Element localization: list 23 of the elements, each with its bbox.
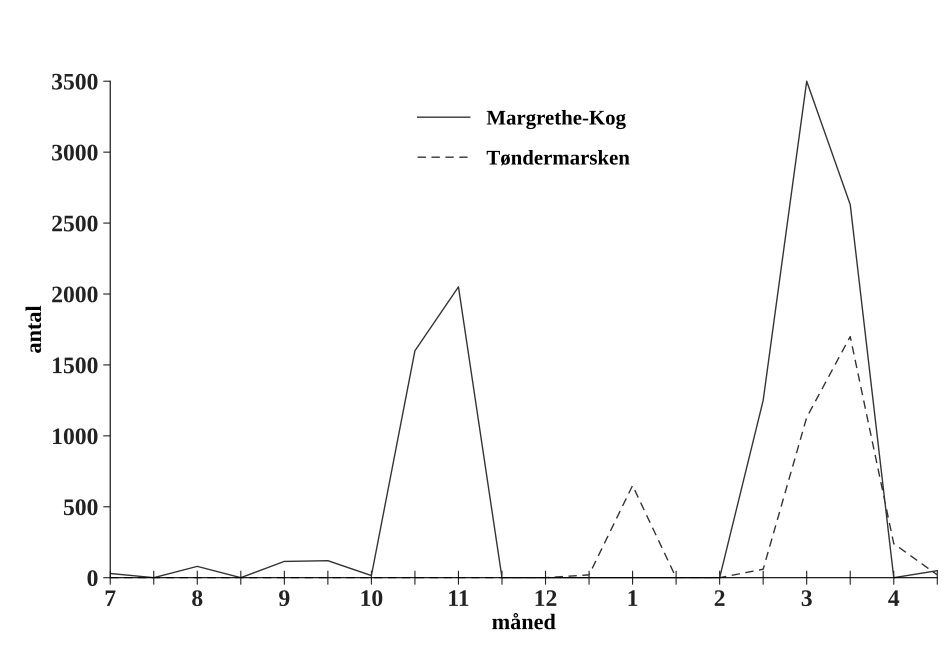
x-tick-label: 8 — [192, 590, 202, 606]
x-tick-label: 9 — [279, 590, 290, 606]
y-tick-label: 0 — [88, 570, 98, 586]
legend-label: Margrethe-Kog — [486, 110, 626, 130]
line-series — [110, 80, 938, 578]
x-tick-label: 10 — [361, 590, 382, 606]
x-tick-label: 3 — [802, 590, 812, 606]
y-axis-title: antal — [25, 306, 42, 353]
x-axis-title: måned — [492, 613, 556, 630]
x-tick-label: 7 — [106, 590, 116, 606]
legend-label: Tøndermarsken — [486, 150, 630, 166]
y-tick-label: 3500 — [52, 74, 98, 90]
y-tick-label: 2000 — [52, 286, 98, 302]
x-tick-label: 12 — [536, 590, 556, 606]
y-tick-label: 1500 — [53, 357, 98, 374]
x-tick-label: 1 — [628, 590, 638, 606]
y-tick-label: 1000 — [53, 428, 98, 444]
x-tick-label: 4 — [888, 590, 900, 606]
y-tick-label: 3000 — [52, 144, 98, 161]
y-tick-label: 2500 — [52, 216, 98, 232]
x-tick-label: 2 — [714, 590, 725, 606]
y-tick-label: 500 — [64, 499, 98, 516]
x-tick-label: 11 — [449, 590, 468, 606]
